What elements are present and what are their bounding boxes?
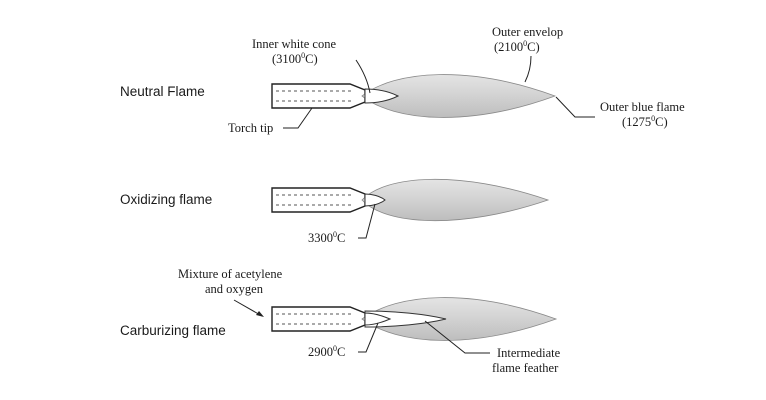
neutral-outer-envelope bbox=[361, 74, 557, 118]
inner-cone-leader bbox=[355, 59, 371, 94]
carburizing-feather bbox=[364, 310, 447, 328]
outer-blue-label: Outer blue flame bbox=[600, 100, 685, 114]
oxidizing-torch-tip bbox=[271, 187, 366, 213]
carburizing-flame-title: Carburizing flame bbox=[120, 323, 226, 338]
mixture-label-line2: and oxygen bbox=[205, 282, 264, 296]
oxidizing-inner-cone bbox=[364, 193, 386, 207]
feather-leader bbox=[424, 320, 490, 354]
feather-label-line1: Intermediate bbox=[497, 346, 561, 360]
outer-envelope-label: Outer envelop bbox=[492, 25, 563, 39]
outer-envelope-leader bbox=[524, 55, 532, 83]
torch-tip-label: Torch tip bbox=[228, 121, 273, 135]
feather-label-line2: flame feather bbox=[492, 361, 559, 375]
torch-tip-leader bbox=[283, 107, 313, 129]
carburizing-torch-tip bbox=[271, 306, 366, 332]
outer-blue-leader bbox=[555, 96, 595, 118]
carburizing-cone-leader bbox=[358, 322, 379, 353]
oxidizing-cone-leader bbox=[358, 203, 376, 239]
carburizing-inner-cone bbox=[364, 312, 392, 326]
neutral-torch-tip bbox=[271, 83, 366, 109]
oxidizing-cone-temp: 33000C bbox=[308, 230, 345, 245]
inner-cone-temp: (31000C) bbox=[272, 51, 318, 66]
outer-envelope-temp: (21000C) bbox=[494, 39, 540, 54]
neutral-flame-panel: Neutral Flame Inner white cone (31000C) … bbox=[120, 25, 685, 135]
carburizing-flame-panel: Carburizing flame Mixture of acetylene a… bbox=[120, 267, 561, 375]
neutral-flame-title: Neutral Flame bbox=[120, 84, 205, 99]
oxidizing-flame-panel: Oxidizing flame 33000C bbox=[120, 178, 550, 245]
carburizing-cone-temp: 29000C bbox=[308, 344, 345, 359]
oxidizing-outer-envelope bbox=[361, 178, 550, 222]
neutral-inner-cone bbox=[364, 88, 400, 104]
mixture-label-line1: Mixture of acetylene bbox=[178, 267, 283, 281]
mixture-arrowhead bbox=[256, 311, 264, 317]
outer-blue-temp: (12750C) bbox=[622, 114, 668, 129]
inner-cone-label: Inner white cone bbox=[252, 37, 336, 51]
oxidizing-flame-title: Oxidizing flame bbox=[120, 192, 212, 207]
carburizing-outer-envelope bbox=[361, 297, 558, 341]
